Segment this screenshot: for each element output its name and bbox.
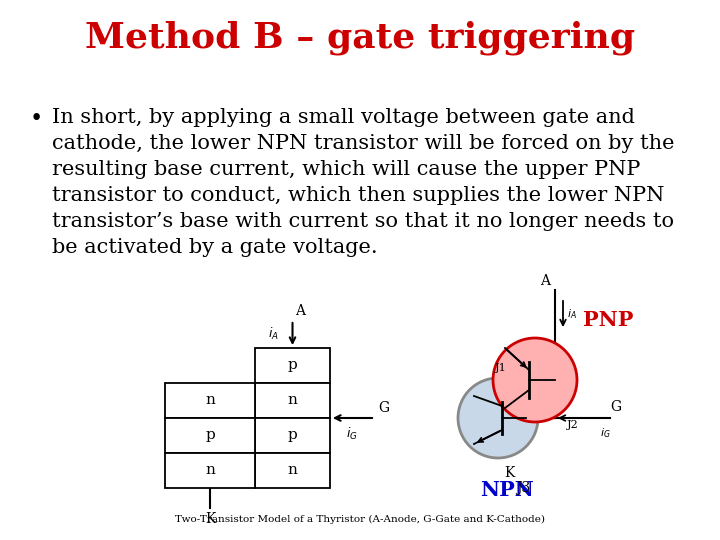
Text: J1: J1	[495, 363, 507, 373]
Text: Two-Transistor Model of a Thyristor (A-Anode, G-Gate and K-Cathode): Two-Transistor Model of a Thyristor (A-A…	[175, 515, 545, 524]
Text: cathode, the lower NPN transistor will be forced on by the: cathode, the lower NPN transistor will b…	[52, 134, 675, 153]
Text: transistor’s base with current so that it no longer needs to: transistor’s base with current so that i…	[52, 212, 674, 231]
Text: n: n	[205, 394, 215, 408]
Text: J2: J2	[567, 420, 579, 430]
Text: •: •	[30, 108, 43, 130]
Text: K: K	[504, 466, 514, 480]
Text: G: G	[378, 401, 389, 415]
Bar	[165, 453, 255, 488]
Text: n: n	[287, 463, 297, 477]
Text: n: n	[205, 463, 215, 477]
Text: A: A	[295, 304, 305, 318]
Text: $i_A$: $i_A$	[268, 326, 279, 342]
Text: p: p	[205, 429, 215, 442]
Text: p: p	[287, 429, 297, 442]
Text: In short, by applying a small voltage between gate and: In short, by applying a small voltage be…	[52, 108, 635, 127]
Text: $i_G$: $i_G$	[346, 426, 358, 442]
Bar	[165, 418, 255, 453]
Text: A: A	[540, 274, 550, 288]
Text: n: n	[287, 394, 297, 408]
Text: G: G	[610, 400, 621, 414]
Text: transistor to conduct, which then supplies the lower NPN: transistor to conduct, which then suppli…	[52, 186, 665, 205]
Text: p: p	[287, 359, 297, 373]
Text: $i_A$: $i_A$	[567, 307, 577, 321]
Text: K: K	[204, 512, 215, 526]
Bar	[255, 453, 330, 488]
Text: Method B – gate triggering: Method B – gate triggering	[85, 21, 635, 55]
Text: resulting base current, which will cause the upper PNP: resulting base current, which will cause…	[52, 160, 640, 179]
Circle shape	[458, 378, 538, 458]
Text: NPN: NPN	[480, 480, 534, 500]
Text: J3: J3	[516, 481, 530, 495]
Text: PNP: PNP	[583, 310, 634, 330]
Bar	[165, 383, 255, 418]
Bar	[255, 383, 330, 418]
Bar	[255, 418, 330, 453]
Bar	[255, 348, 330, 383]
Text: $i_G$: $i_G$	[600, 426, 611, 440]
Circle shape	[493, 338, 577, 422]
Text: be activated by a gate voltage.: be activated by a gate voltage.	[52, 238, 377, 257]
